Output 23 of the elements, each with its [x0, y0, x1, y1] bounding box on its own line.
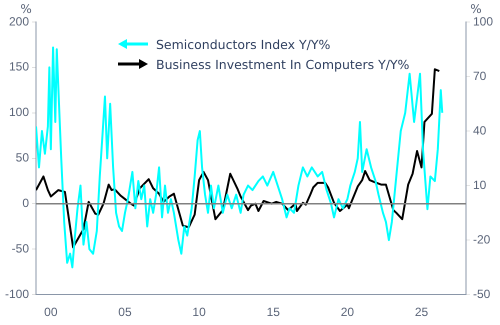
x-tick-label: 05: [118, 305, 132, 320]
y2-tick-label: 40: [472, 123, 487, 138]
y2-axis-title: %: [470, 2, 482, 16]
y-tick-label: 150: [8, 60, 30, 74]
y-axis-title: %: [20, 2, 32, 16]
y2-tick-label: -20: [472, 232, 491, 246]
y-tick-label: 200: [8, 14, 30, 28]
y2-tick-label: 100: [472, 14, 494, 28]
legend-label: Semiconductors Index Y/Y%: [156, 36, 330, 52]
x-tick-label: 10: [192, 305, 206, 320]
y-tick-label: -100: [4, 286, 30, 301]
y2-tick-label: -50: [472, 286, 491, 301]
y-tick-label: 100: [8, 105, 30, 120]
x-tick-label: 25: [414, 305, 428, 320]
x-tick-label: 20: [340, 305, 354, 320]
x-tick-label: 15: [266, 305, 280, 320]
y2-tick-label: 70: [472, 68, 487, 83]
y-tick-label: 50: [16, 150, 30, 165]
y-tick-label: -50: [12, 241, 30, 256]
y2-tick-label: 10: [472, 178, 487, 192]
y-tick-label: 0: [22, 196, 30, 210]
x-tick-label: 00: [44, 305, 58, 320]
legend-label: Business Investment In Computers Y/Y%: [156, 56, 410, 72]
